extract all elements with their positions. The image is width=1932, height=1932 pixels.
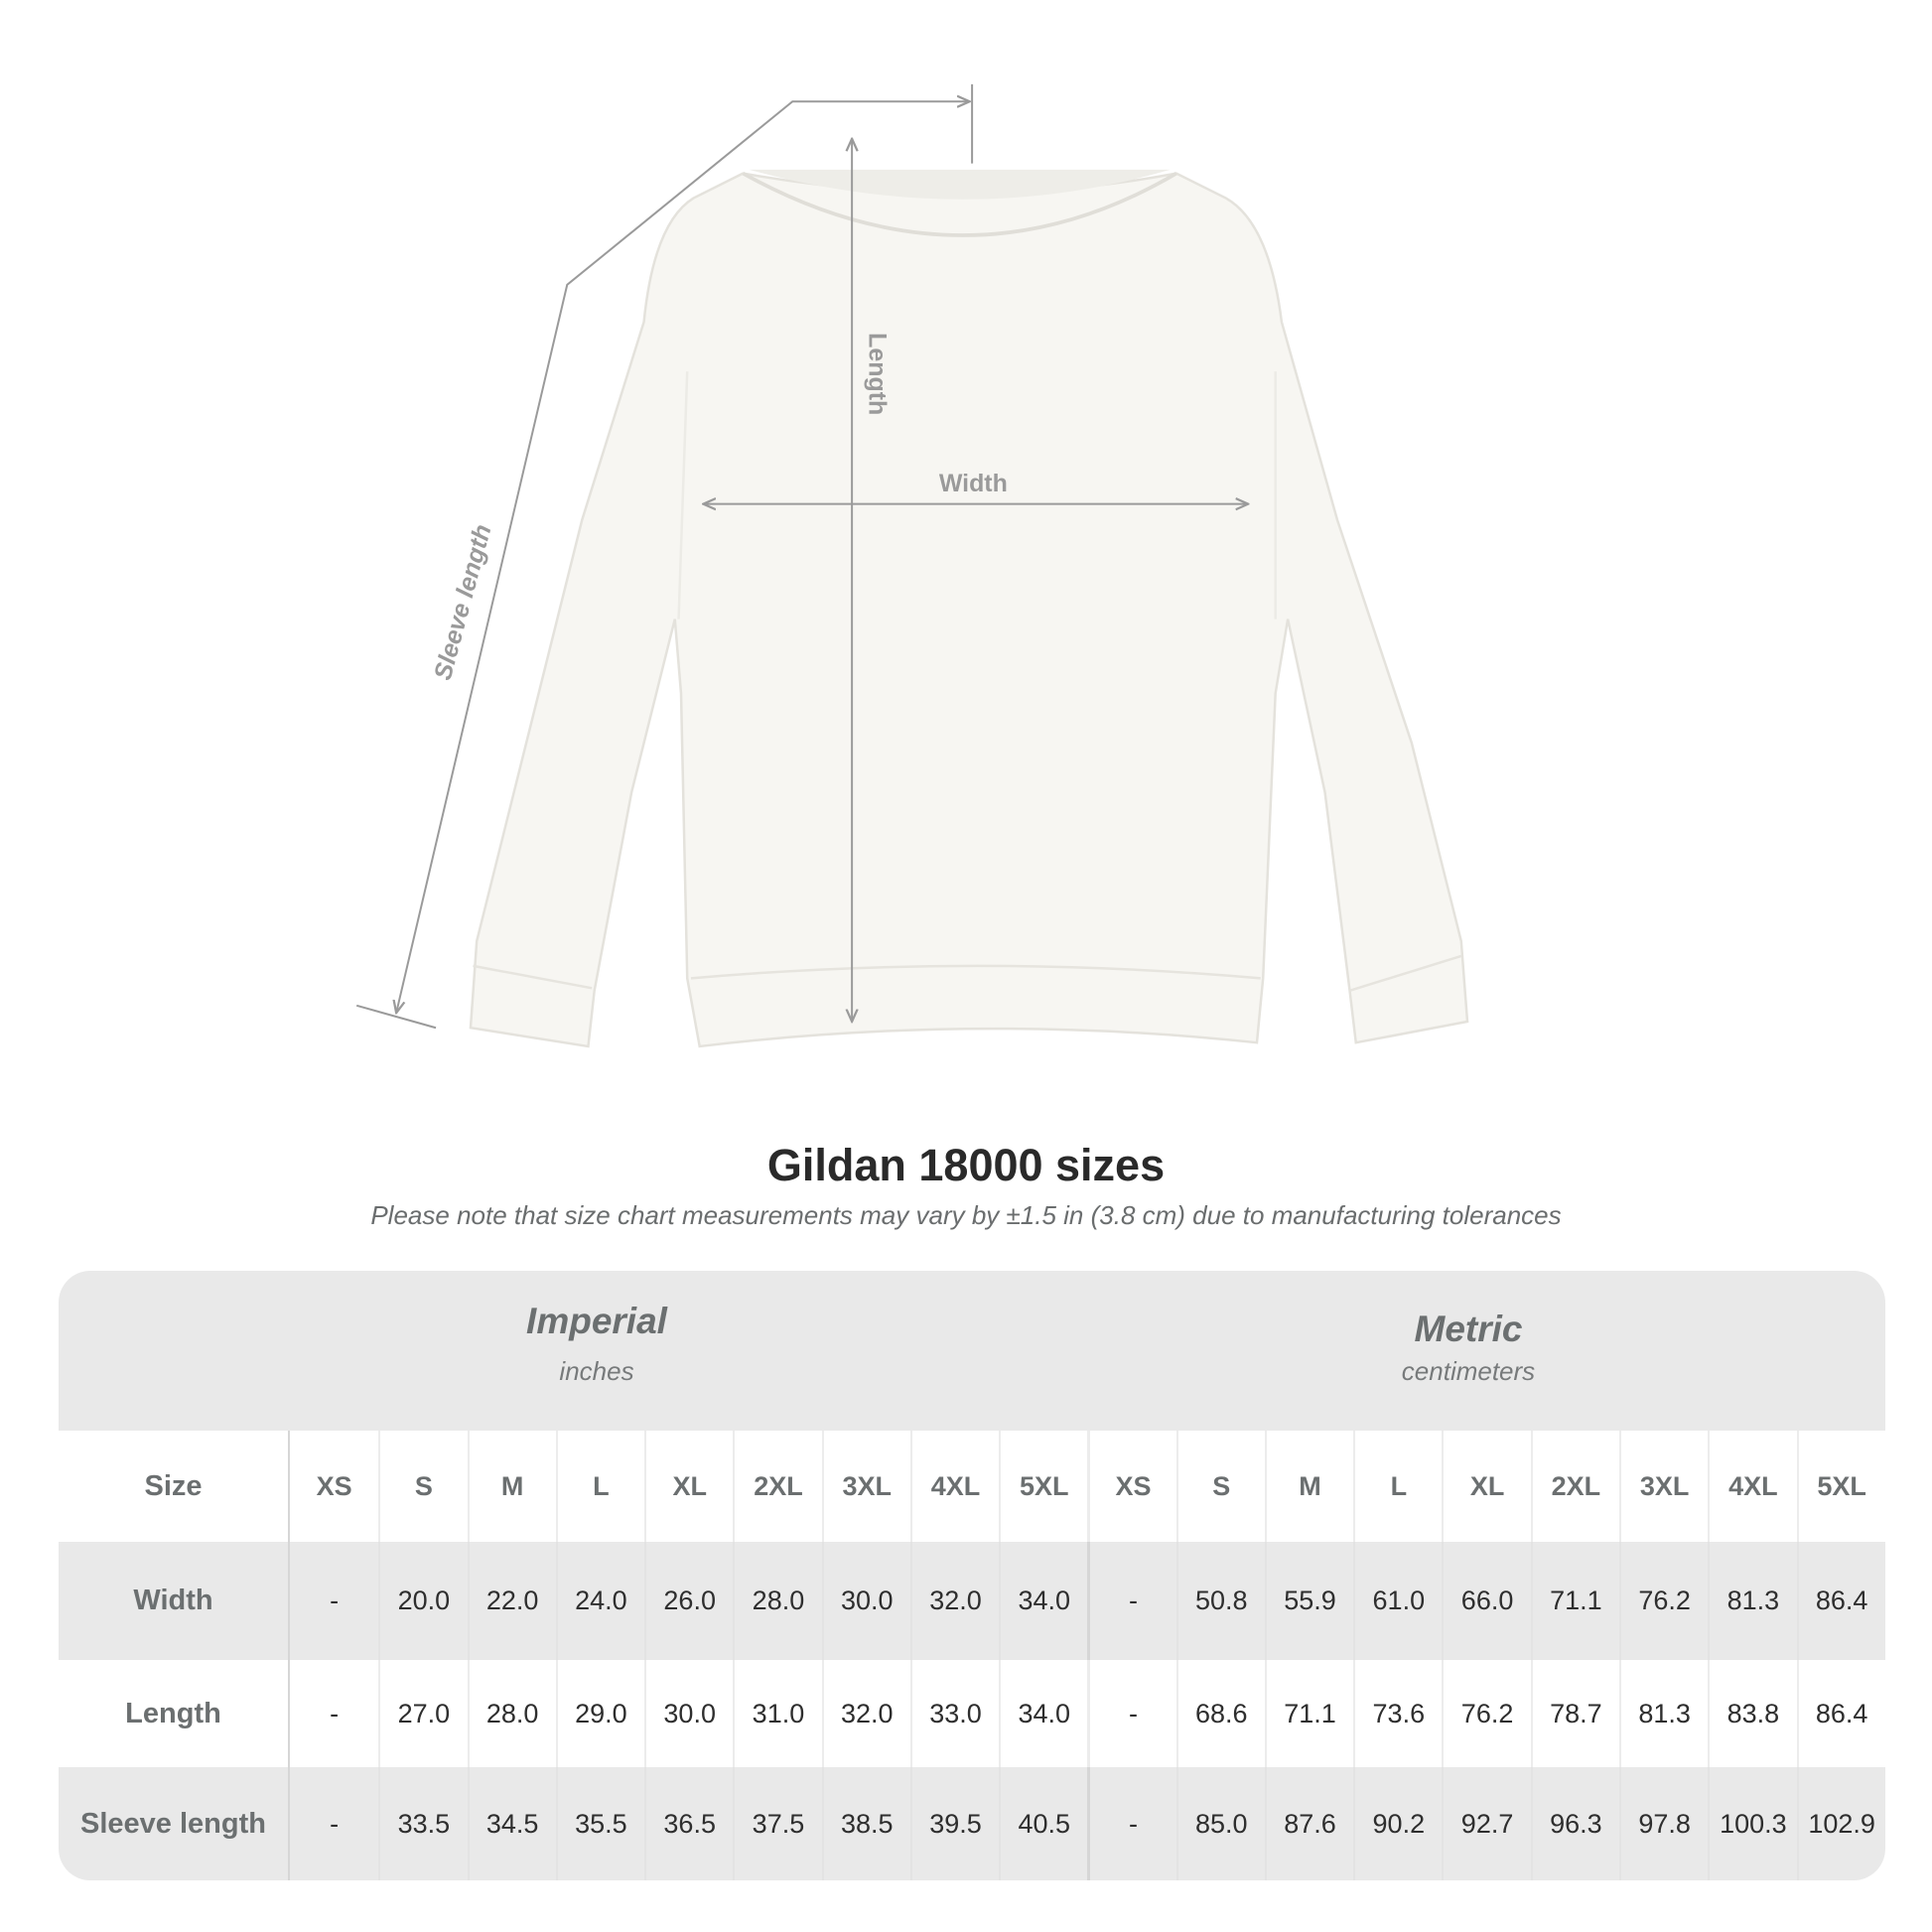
table-cell: 27.0 <box>378 1660 467 1767</box>
imperial-unit: inches <box>559 1356 634 1386</box>
table-cell: 29.0 <box>555 1660 644 1767</box>
size-header-cell: 4XL <box>909 1431 999 1542</box>
tolerance-note: Please note that size chart measurements… <box>370 1200 1562 1230</box>
sweatshirt-measurement-diagram: Length Width Sleeve length <box>355 83 1469 1048</box>
sweatshirt-image <box>469 169 1469 1048</box>
size-header-cell: M <box>1264 1431 1353 1542</box>
table-cell: 83.8 <box>1708 1660 1796 1767</box>
table-cell: 96.3 <box>1530 1767 1619 1880</box>
table-cell: 76.2 <box>1442 1660 1530 1767</box>
table-cell: 38.5 <box>821 1767 910 1880</box>
page-title: Gildan 18000 sizes <box>766 1140 1166 1190</box>
table-cell: 68.6 <box>1175 1660 1265 1767</box>
size-header-cell: 5XL <box>1796 1431 1885 1542</box>
table-cell: 78.7 <box>1530 1660 1619 1767</box>
imperial-header: Imperial inches <box>398 1301 795 1387</box>
row-label: Width <box>59 1542 290 1660</box>
table-cell: 61.0 <box>1353 1542 1442 1660</box>
table-cell: 73.6 <box>1353 1660 1442 1767</box>
table-row-sleeve-length: Sleeve length - 33.5 34.5 35.5 36.5 37.5 38.5 39… <box>59 1767 1885 1880</box>
size-header-cell: S <box>1175 1431 1265 1542</box>
table-cell: 92.7 <box>1442 1767 1530 1880</box>
table-cell: - <box>330 1808 340 1839</box>
table-cell: 35.5 <box>555 1767 644 1880</box>
table-cell: 76.2 <box>1618 1542 1708 1660</box>
table-cell: 24.0 <box>555 1542 644 1660</box>
row-label: Sleeve length <box>59 1767 290 1880</box>
size-header-cell: 3XL <box>821 1431 910 1542</box>
size-header-cell: 2XL <box>1530 1431 1619 1542</box>
table-cell: 30.0 <box>821 1542 910 1660</box>
size-header-cell: 4XL <box>1708 1431 1796 1542</box>
metric-header: Metric centimeters <box>1270 1309 1667 1387</box>
table-cell: 86.4 <box>1796 1542 1885 1660</box>
size-header-cell: 5XL <box>999 1431 1087 1542</box>
table-cell: - <box>330 1586 340 1615</box>
table-cell: 32.0 <box>821 1660 910 1767</box>
size-header-cell: XL <box>644 1431 733 1542</box>
size-header-cell: L <box>555 1431 644 1542</box>
table-cell: - <box>1087 1660 1175 1767</box>
table-cell: 28.0 <box>733 1542 821 1660</box>
table-cell: 102.9 <box>1796 1767 1885 1880</box>
table-header-band <box>59 1271 1885 1431</box>
table-cell: 34.0 <box>999 1542 1087 1660</box>
table-cell: 86.4 <box>1796 1660 1885 1767</box>
size-header-cell: S <box>378 1431 467 1542</box>
table-cell: 34.5 <box>467 1767 556 1880</box>
size-header-cell: 3XL <box>1618 1431 1708 1542</box>
sleeve-length-label: Sleeve length <box>429 521 497 683</box>
size-header-cell: XS <box>316 1470 352 1501</box>
table-cell: 97.8 <box>1618 1767 1708 1880</box>
table-cell: 85.0 <box>1175 1767 1265 1880</box>
table-cell: 55.9 <box>1264 1542 1353 1660</box>
table-cell: 50.8 <box>1175 1542 1265 1660</box>
table-cell: 100.3 <box>1708 1767 1796 1880</box>
size-header-cell: XL <box>1442 1431 1530 1542</box>
table-cell: 71.1 <box>1264 1660 1353 1767</box>
table-cell: 39.5 <box>909 1767 999 1880</box>
table-cell: - <box>330 1698 340 1728</box>
size-header-cell: 2XL <box>733 1431 821 1542</box>
size-header-cell: L <box>1353 1431 1442 1542</box>
table-cell: - <box>1087 1542 1175 1660</box>
length-label: Length <box>864 333 892 415</box>
table-cell: 71.1 <box>1530 1542 1619 1660</box>
size-header-row: Size XS S M L XL 2XL 3XL 4XL 5XL XS S M L XL 2XL 3XL 4XL 5… <box>59 1431 1885 1542</box>
table-cell: 33.0 <box>909 1660 999 1767</box>
table-cell: 20.0 <box>378 1542 467 1660</box>
table-cell: 81.3 <box>1618 1660 1708 1767</box>
width-label: Width <box>939 470 1008 497</box>
measurement-lines <box>355 83 1248 1030</box>
table-cell: 81.3 <box>1708 1542 1796 1660</box>
table-row-length: Length -27.0 28.0 29.0 30.0 31.0 32.0 33.0 34.0-… <box>59 1660 1885 1767</box>
table-cell: 32.0 <box>909 1542 999 1660</box>
table-cell: 40.5 <box>999 1767 1087 1880</box>
table-cell: 26.0 <box>644 1542 733 1660</box>
table-cell: 34.0 <box>999 1660 1087 1767</box>
row-label: Length <box>59 1660 290 1767</box>
imperial-title: Imperial <box>526 1301 667 1341</box>
table-cell: 37.5 <box>733 1767 821 1880</box>
table-cell: 87.6 <box>1264 1767 1353 1880</box>
table-cell: - <box>1087 1767 1175 1880</box>
table-cell: 22.0 <box>467 1542 556 1660</box>
size-header-cell: XS <box>1087 1431 1175 1542</box>
size-header-cell: M <box>467 1431 556 1542</box>
table-row-width: Width -20.0 22.0 24.0 26.0 28.0 30.0 32.0 34.0-5… <box>59 1542 1885 1660</box>
metric-title: Metric <box>1414 1309 1523 1349</box>
table-cell: 36.5 <box>644 1767 733 1880</box>
table-cell: 30.0 <box>644 1660 733 1767</box>
table-cell: 66.0 <box>1442 1542 1530 1660</box>
table-cell: 90.2 <box>1353 1767 1442 1880</box>
row-label: Size <box>59 1431 290 1542</box>
table-cell: 31.0 <box>733 1660 821 1767</box>
size-table: Imperial inches Metric centimeters Size X… <box>59 1271 1885 1880</box>
table-cell: 33.5 <box>378 1767 467 1880</box>
table-cell: 28.0 <box>467 1660 556 1767</box>
metric-unit: centimeters <box>1401 1356 1536 1386</box>
